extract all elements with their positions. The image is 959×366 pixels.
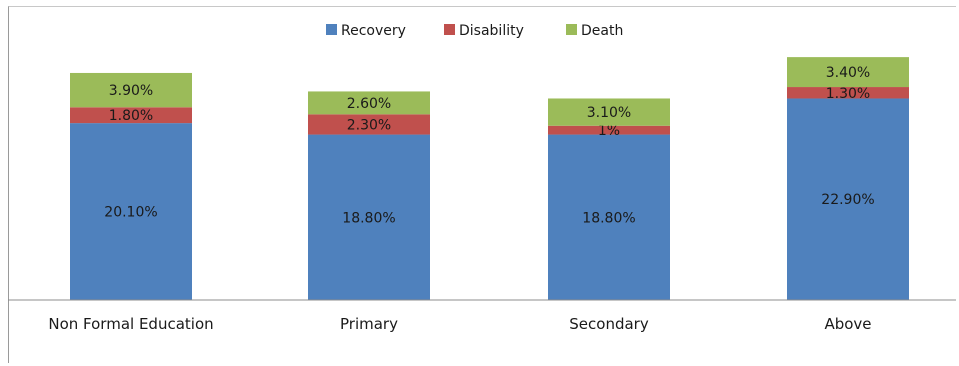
bar-death-secondary <box>548 98 670 126</box>
data-label-death-primary: 2.60% <box>347 96 391 112</box>
legend-label-recovery: Recovery <box>341 23 406 39</box>
data-label-death-non-formal-education: 3.90% <box>109 83 153 99</box>
data-label-death-secondary: 3.10% <box>587 105 631 121</box>
bar-recovery-primary <box>308 134 430 300</box>
data-label-death-above: 3.40% <box>826 65 870 81</box>
bar-death-above <box>787 57 909 88</box>
category-label-above: Above <box>824 315 871 333</box>
chart-frame <box>8 6 956 363</box>
data-label-recovery-primary: 18.80% <box>342 210 395 226</box>
bar-recovery-above <box>787 98 909 300</box>
legend: Recovery Disability Death <box>326 23 623 39</box>
bar-disability-above <box>787 87 909 99</box>
bar-disability-primary <box>308 114 430 135</box>
data-label-recovery-above: 22.90% <box>821 192 874 208</box>
data-label-disability-non-formal-education: 1.80% <box>109 108 153 124</box>
data-label-disability-secondary: 1% <box>598 123 620 139</box>
bar-disability-secondary <box>548 125 670 135</box>
bars: 20.10% 1.80% 3.90% 18.80% 2.30% 2.60% 18.80% 1%… <box>70 57 909 301</box>
bar-death-non-formal-education <box>70 72 192 108</box>
data-label-recovery-non-formal-education: 20.10% <box>104 205 157 221</box>
bar-recovery-secondary <box>548 134 670 300</box>
legend-swatch-death <box>566 24 577 35</box>
category-label-secondary: Secondary <box>569 315 649 333</box>
bar-recovery-non-formal-education <box>70 123 192 301</box>
bar-death-primary <box>308 91 430 115</box>
category-labels: Non Formal Education Primary Secondary A… <box>48 315 871 333</box>
legend-swatch-disability <box>444 24 455 35</box>
data-label-disability-above: 1.30% <box>826 86 870 102</box>
legend-label-death: Death <box>581 23 623 39</box>
data-label-disability-primary: 2.30% <box>347 117 391 133</box>
bar-disability-non-formal-education <box>70 107 192 124</box>
data-label-recovery-secondary: 18.80% <box>582 210 635 226</box>
legend-label-disability: Disability <box>459 23 524 39</box>
legend-swatch-recovery <box>326 24 337 35</box>
category-label-non-formal-education: Non Formal Education <box>48 315 213 333</box>
category-label-primary: Primary <box>340 315 398 333</box>
